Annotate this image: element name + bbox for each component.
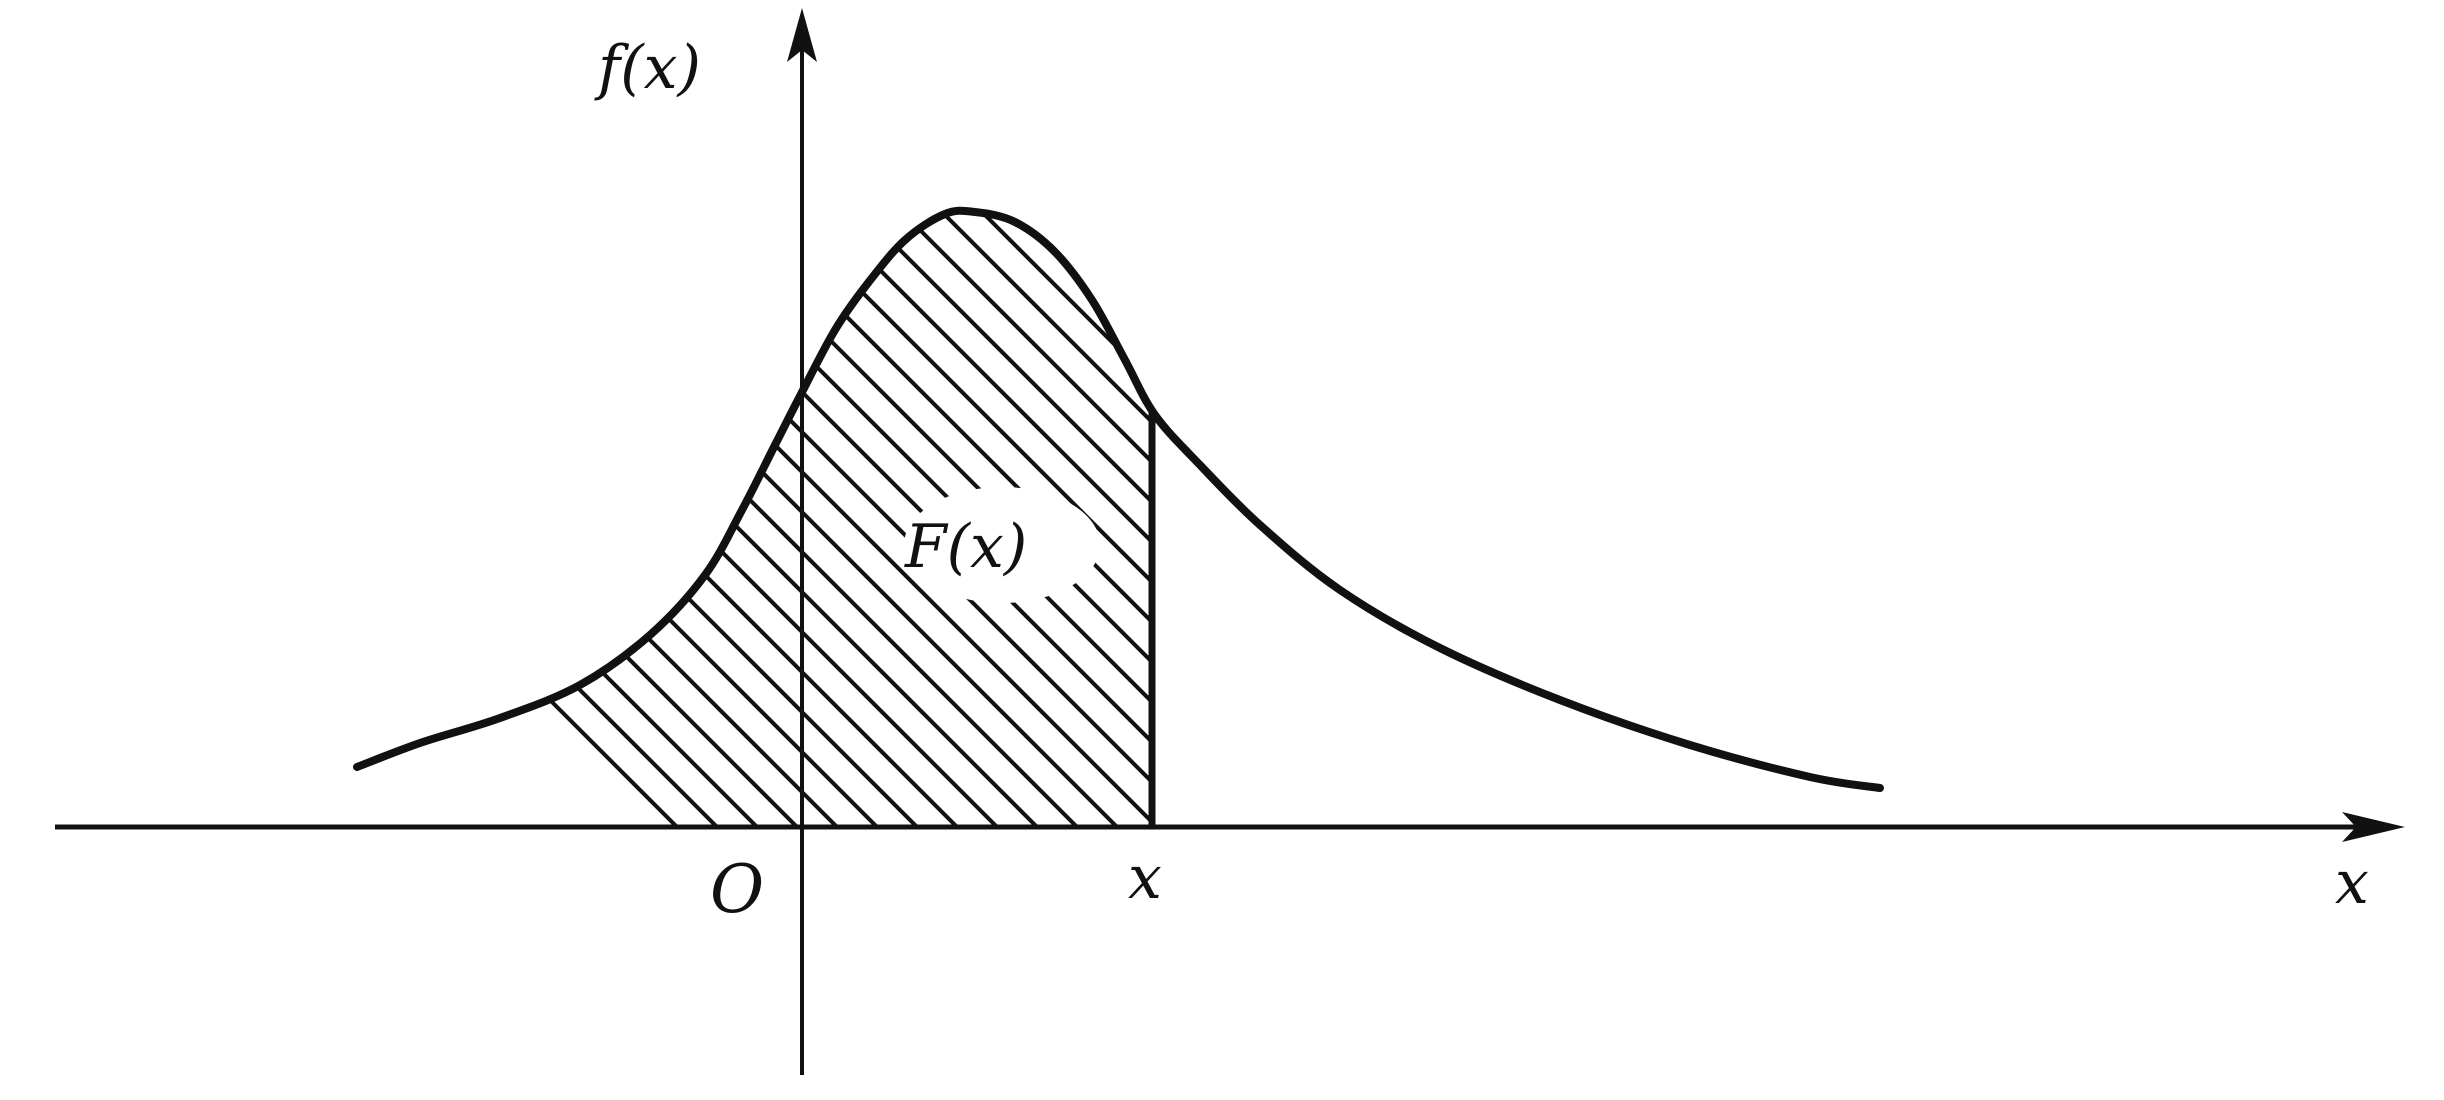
hatch-line: [357, 210, 752, 828]
hatch-line: [1270, 180, 1950, 860]
hatch-line: [1710, 180, 2390, 860]
hatch-line: [1430, 180, 2110, 860]
hatch-line: [1190, 180, 1870, 860]
hatch-line: [357, 210, 832, 828]
hatch-line: [1550, 180, 2230, 860]
hatch-line: [908, 210, 1152, 828]
density-curve: [353, 206, 1884, 792]
origin-label: O: [710, 851, 764, 928]
hatch-line: [1068, 210, 1152, 828]
x-axis-arrow-icon: [2342, 812, 2405, 842]
x-value-label: x: [1128, 843, 1162, 913]
hatch-line: [948, 210, 1152, 828]
hatch-line: [1670, 180, 2350, 860]
y-axis-label: f(x): [594, 33, 701, 103]
y-axis-arrow-icon: [787, 8, 817, 62]
hatch-line: [1470, 180, 2150, 860]
hatch-line: [1108, 210, 1152, 828]
x-axis-label: x: [2335, 848, 2369, 918]
area-label: F(x): [904, 512, 1027, 582]
hatch-line: [868, 210, 1152, 828]
hatch-line: [1590, 180, 2270, 860]
hatch-line: [1230, 180, 1910, 860]
hatch-line: [1350, 180, 2030, 860]
hatch-line: [357, 210, 792, 828]
hatch-line: [1310, 180, 1990, 860]
hatch-line: [1510, 180, 2190, 860]
area-label-backdrop: [904, 487, 1100, 603]
hatch-line: [828, 210, 1152, 828]
hatch-line: [788, 210, 1152, 828]
